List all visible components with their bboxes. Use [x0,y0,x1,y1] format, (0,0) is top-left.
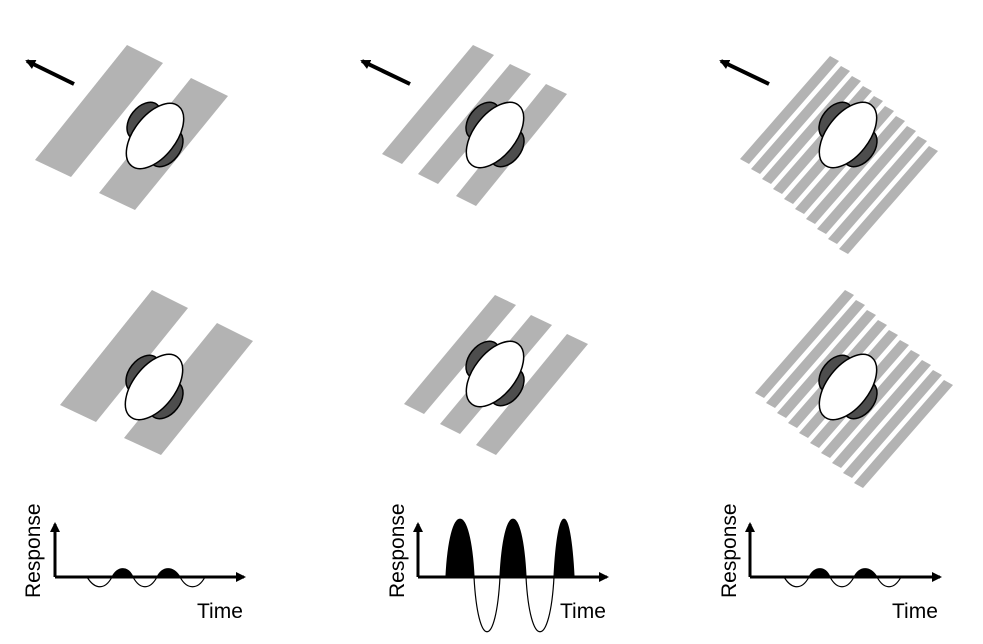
grating-stripe [476,334,588,455]
receptive-field [465,101,525,169]
rf-on-lobe [125,102,185,170]
grating-stripe [740,56,839,164]
grating-stripe [751,66,850,174]
grating-stripe [806,116,905,224]
rf-on-lobe [465,340,525,408]
arrow-up-left-icon [719,59,770,86]
response-peak [809,568,830,577]
response-plot-medium: Response Time [386,503,609,633]
receptive-field [125,101,185,170]
response-peak [446,519,474,577]
panel-medium-top [360,45,567,206]
rf-on-lobe [465,101,525,169]
y-axis-label: Response [718,503,741,598]
grating-stripe [832,360,931,468]
grating-stripe [382,45,494,164]
panel-wide-top [25,45,228,210]
grating-stripe [35,45,163,177]
rf-on-lobe [818,101,878,169]
grating-stripe [124,323,253,455]
response-plot-wide: Response Time [22,503,246,623]
receptive-field [124,353,184,421]
arrow-up-left-icon [360,59,411,86]
grating-stripe [60,290,188,422]
response-peak [854,568,877,577]
y-axis-label: Response [22,503,45,598]
grating-wide-middle [60,290,253,455]
rf-on-lobe [124,353,184,421]
panel-narrow-top [719,56,938,254]
x-axis-label: Time [560,600,606,623]
response-plot-narrow: Response Time [718,503,942,623]
x-axis-label: Time [892,600,938,623]
receptive-field [465,340,525,408]
receptive-field [818,101,878,169]
grating-stripe [854,380,953,488]
grating-stripe [755,290,854,398]
grating-stripe [404,295,516,414]
panel-medium-middle [404,295,588,455]
rf-on-lobe [818,353,878,421]
grating-stripe [766,300,865,408]
response-peak [157,568,180,577]
response-peak [112,568,133,577]
grating-stripe [843,370,942,478]
response-peak [554,519,574,577]
response-curve [783,568,902,588]
grating-stripe [817,126,916,234]
x-axis-label: Time [197,600,243,623]
panel-wide-middle [60,290,253,455]
grating-stripe [828,136,927,244]
receptive-field [818,353,878,421]
arrow-up-left-icon [25,59,75,86]
grating-stripe [839,146,938,254]
y-axis-label: Response [386,503,409,598]
response-peak [500,519,526,577]
response-curve [86,568,206,588]
panel-narrow-middle [755,290,953,488]
